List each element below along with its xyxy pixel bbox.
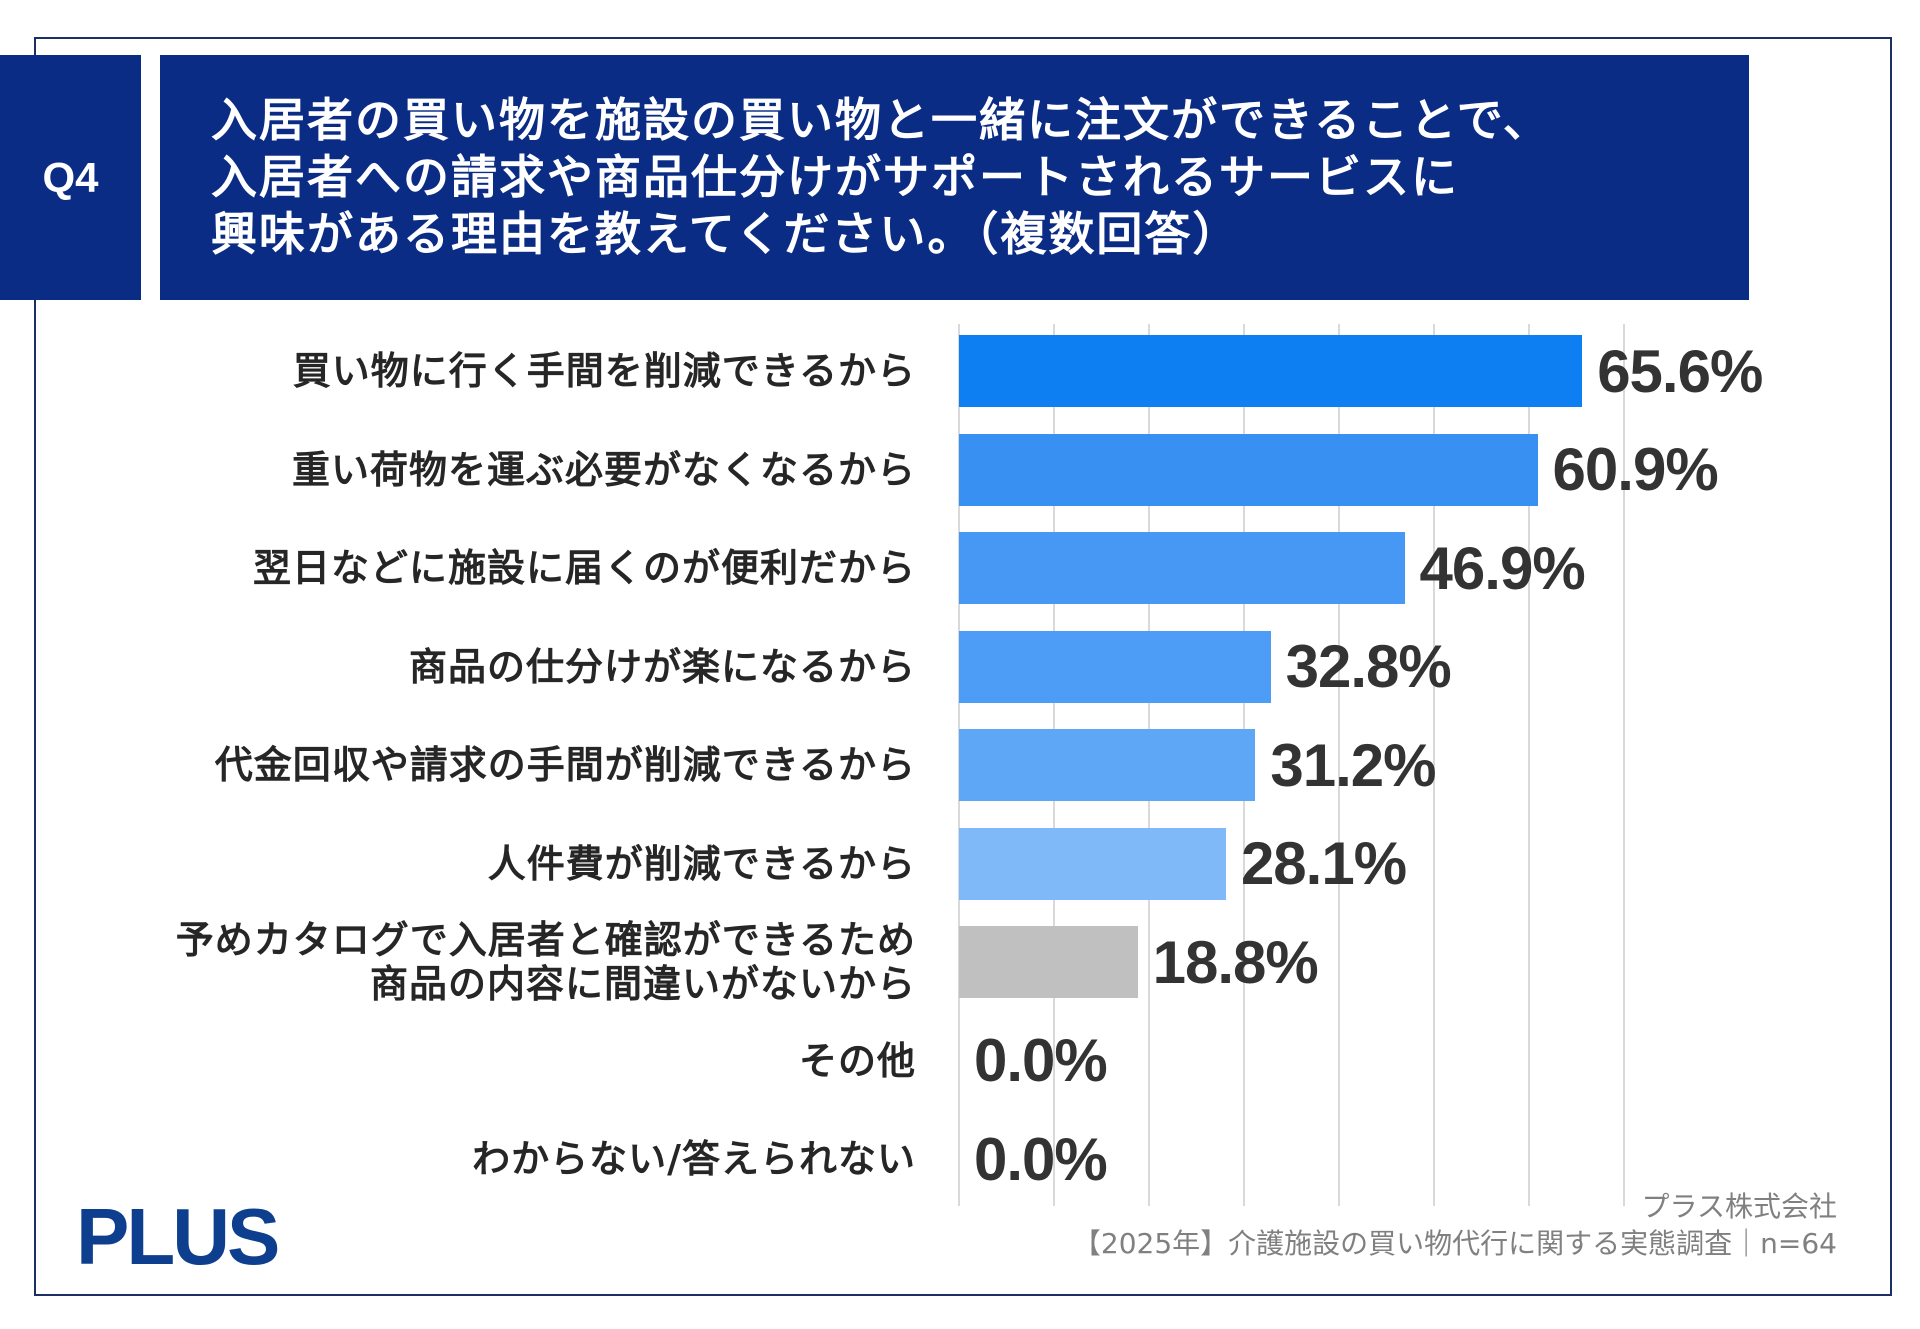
category-label: その他 [798, 1038, 916, 1083]
category-label: 買い物に行く手間を削減できるから [292, 349, 916, 393]
gridline [1433, 324, 1435, 1206]
data-label: 31.2% [1270, 731, 1436, 799]
source-note: プラス株式会社 【2025年】介護施設の買い物代行に関する実態調査｜n=64 [1073, 1188, 1837, 1262]
question-number: Q4 [42, 153, 99, 201]
data-label: 0.0% [974, 1125, 1108, 1193]
category-label: 人件費が削減できるから [487, 841, 916, 886]
data-label: 18.8% [1152, 928, 1319, 996]
category-label: わからない/答えられない [472, 1137, 916, 1181]
category-label: 商品の仕分けが楽になるから [408, 644, 916, 689]
question-title-line: 入居者への請求や商品仕分けがサポートされるサービスに [211, 150, 1459, 204]
data-label: 32.8% [1285, 633, 1452, 700]
outer-frame [34, 37, 1892, 1296]
gridline [1623, 324, 1625, 1206]
data-label: 65.6% [1597, 337, 1763, 405]
bar [959, 729, 1256, 801]
bar [959, 335, 1583, 407]
plus-logo: PLUS [76, 1192, 280, 1281]
question-number-box: Q4 [0, 55, 141, 300]
gridline [1338, 324, 1340, 1206]
question-title-line: 興味がある理由を教えてください。（複数回答） [211, 207, 1241, 261]
category-label: 代金回収や請求の手間が削減できるから [214, 743, 916, 787]
category-label: 予めカタログで入居者と確認ができるため 商品の内容に間違いがないから [175, 918, 916, 1006]
bar [959, 630, 1271, 703]
category-label: 翌日などに施設に届くのが便利だから [252, 546, 916, 590]
bar [959, 532, 1405, 604]
bar [959, 926, 1138, 998]
data-label: 60.9% [1552, 436, 1719, 503]
category-label: 重い荷物を運ぶ必要がなくなるから [291, 447, 916, 492]
survey-source: 【2025年】介護施設の買い物代行に関する実態調査｜n=64 [1072, 1227, 1837, 1260]
question-title-box: 入居者の買い物を施設の買い物と一緒に注文ができることで、 入居者への請求や商品仕… [160, 55, 1749, 300]
bar [959, 827, 1226, 900]
gridline [1528, 324, 1530, 1206]
bar [959, 433, 1538, 506]
data-label: 0.0% [974, 1027, 1108, 1094]
data-label: 46.9% [1419, 534, 1586, 602]
data-label: 28.1% [1240, 830, 1407, 897]
company-name: プラス株式会社 [1641, 1190, 1837, 1223]
question-title-line: 入居者の買い物を施設の買い物と一緒に注文ができることで、 [211, 93, 1551, 147]
